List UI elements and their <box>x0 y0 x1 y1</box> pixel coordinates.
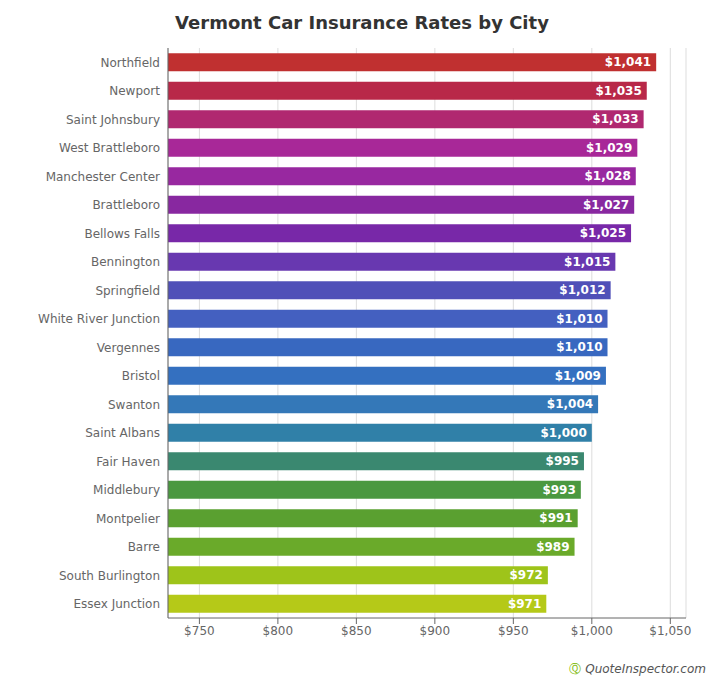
svg-text:Middlebury: Middlebury <box>93 483 160 497</box>
svg-text:$989: $989 <box>536 540 569 554</box>
svg-text:Fair Haven: Fair Haven <box>96 455 160 469</box>
svg-text:Barre: Barre <box>128 540 160 554</box>
svg-text:White River Junction: White River Junction <box>38 312 160 326</box>
svg-text:$972: $972 <box>509 568 542 582</box>
svg-text:Bennington: Bennington <box>91 255 160 269</box>
svg-text:Newport: Newport <box>109 84 160 98</box>
svg-text:$800: $800 <box>263 624 294 638</box>
svg-text:Brattleboro: Brattleboro <box>92 198 160 212</box>
svg-text:$1,050: $1,050 <box>649 624 691 638</box>
svg-text:$750: $750 <box>184 624 215 638</box>
svg-text:$1,009: $1,009 <box>555 369 601 383</box>
svg-text:South Burlington: South Burlington <box>59 569 160 583</box>
svg-text:West Brattleboro: West Brattleboro <box>59 141 160 155</box>
svg-text:$1,012: $1,012 <box>559 283 605 297</box>
svg-text:$1,025: $1,025 <box>580 226 626 240</box>
svg-text:Manchester Center: Manchester Center <box>46 170 160 184</box>
svg-text:$1,028: $1,028 <box>584 169 630 183</box>
svg-text:$1,033: $1,033 <box>592 112 638 126</box>
svg-text:$1,010: $1,010 <box>556 312 602 326</box>
svg-text:Saint Johnsbury: Saint Johnsbury <box>66 113 160 127</box>
svg-text:Springfield: Springfield <box>95 284 160 298</box>
svg-text:$1,000: $1,000 <box>571 624 613 638</box>
svg-text:Essex Junction: Essex Junction <box>73 597 160 611</box>
svg-text:$991: $991 <box>539 511 572 525</box>
svg-text:$1,015: $1,015 <box>564 255 610 269</box>
svg-text:$993: $993 <box>542 483 575 497</box>
svg-text:$950: $950 <box>498 624 529 638</box>
svg-text:Montpelier: Montpelier <box>96 512 160 526</box>
svg-text:Bellows Falls: Bellows Falls <box>84 227 160 241</box>
html-text:Ⓠ QuoteInspector.com: Ⓠ QuoteInspector.com <box>569 662 706 676</box>
svg-text:Saint Albans: Saint Albans <box>85 426 160 440</box>
svg-text:Bristol: Bristol <box>122 369 160 383</box>
svg-text:$1,000: $1,000 <box>541 426 587 440</box>
svg-text:$971: $971 <box>508 597 541 611</box>
svg-text:$850: $850 <box>341 624 372 638</box>
svg-text:$1,029: $1,029 <box>586 141 632 155</box>
svg-text:$1,010: $1,010 <box>556 340 602 354</box>
svg-text:$1,041: $1,041 <box>605 55 651 69</box>
svg-text:Northfield: Northfield <box>101 56 160 70</box>
svg-text:$900: $900 <box>420 624 451 638</box>
svg-text:$1,004: $1,004 <box>547 397 593 411</box>
html-text:Vermont Car Insurance Rates by: Vermont Car Insurance Rates by City <box>175 12 549 33</box>
svg-text:Swanton: Swanton <box>108 398 160 412</box>
svg-text:$1,027: $1,027 <box>583 198 629 212</box>
svg-text:$995: $995 <box>546 454 579 468</box>
svg-text:Vergennes: Vergennes <box>97 341 160 355</box>
svg-text:$1,035: $1,035 <box>595 84 641 98</box>
